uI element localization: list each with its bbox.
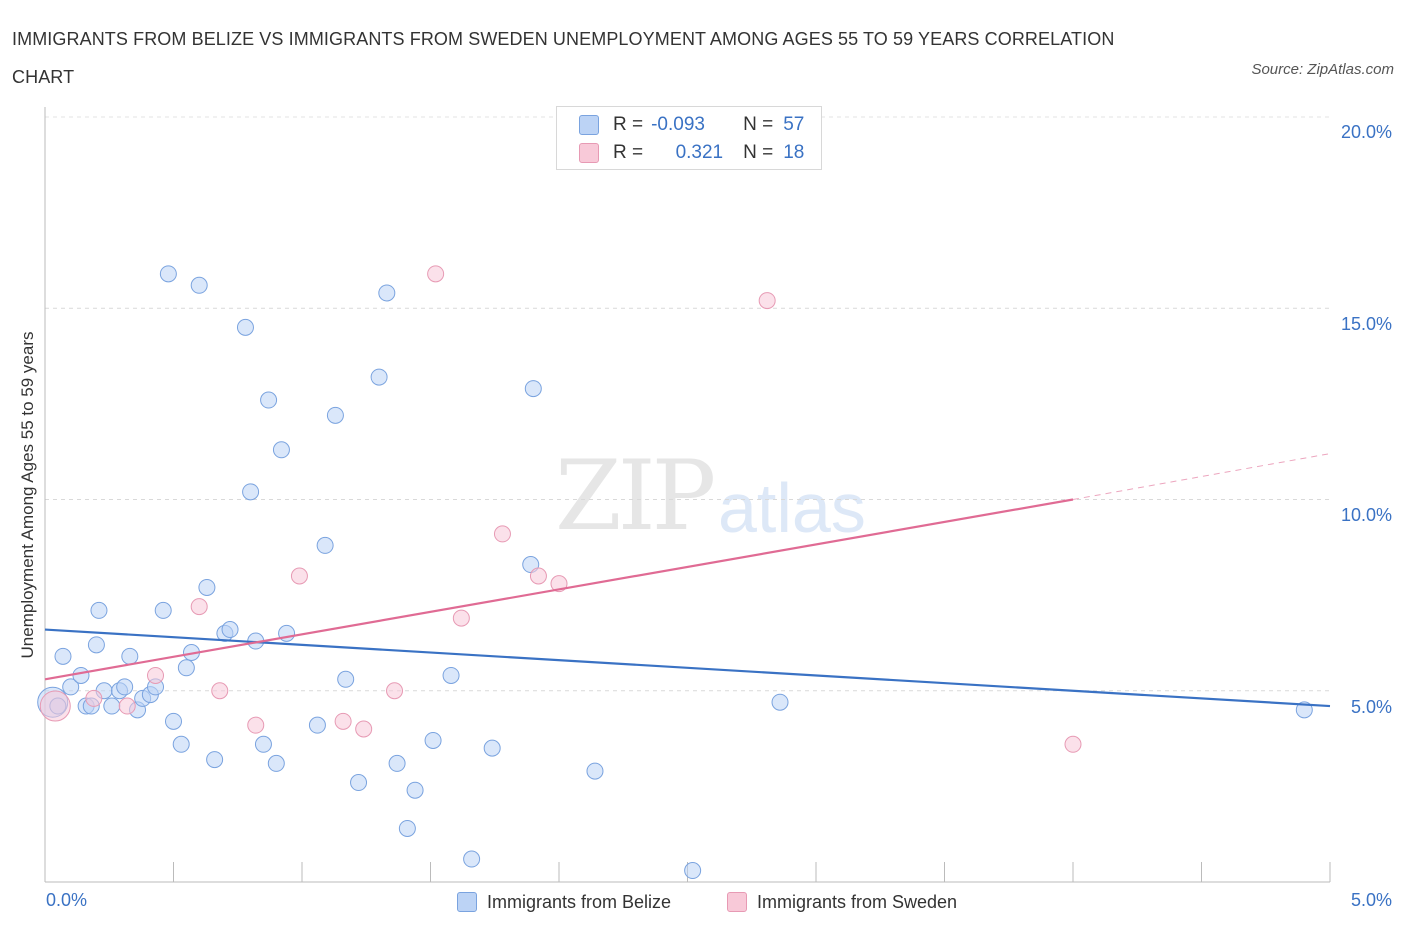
belize-point-48 xyxy=(483,739,501,757)
belize-point-39 xyxy=(350,774,368,792)
belize-point-33 xyxy=(272,441,290,459)
sweden-point-16 xyxy=(758,292,776,310)
belize-point-24 xyxy=(206,751,224,769)
belize-point-41 xyxy=(378,284,396,302)
watermark-atlas: atlas xyxy=(718,469,866,547)
belize-point-44 xyxy=(406,781,424,799)
n-value-sweden: 18 xyxy=(783,142,805,163)
sweden-point-9 xyxy=(355,720,373,738)
legend-swatch-sweden xyxy=(727,892,747,912)
belize-point-23 xyxy=(198,578,216,596)
r-label: R = xyxy=(613,114,644,135)
sweden-point-4 xyxy=(190,598,208,616)
r-value-sweden: 0.321 xyxy=(675,142,724,163)
sweden-point-12 xyxy=(452,609,470,627)
belize-point-54 xyxy=(1295,701,1313,719)
belize-point-31 xyxy=(260,391,278,409)
belize-point-42 xyxy=(388,754,406,772)
sweden-point-10 xyxy=(386,682,404,700)
r-value-belize: -0.093 xyxy=(651,114,705,135)
sweden-point-1 xyxy=(85,689,103,707)
belize-point-16 xyxy=(154,601,172,619)
n-value-belize: 57 xyxy=(783,114,805,135)
belize-trend-line xyxy=(44,628,1331,708)
sweden-trend-extension xyxy=(1072,453,1331,500)
n-label: N = xyxy=(743,142,774,163)
belize-point-47 xyxy=(463,850,481,868)
r-label: R = xyxy=(613,142,644,163)
sweden-trend-line xyxy=(44,498,1074,681)
sweden-point-11 xyxy=(427,265,445,283)
belize-point-43 xyxy=(398,819,416,837)
belize-point-18 xyxy=(165,712,182,730)
belize-point-22 xyxy=(190,276,208,294)
stats-legend-box: R = -0.093 N = 57 R = 0.321 N = 18 xyxy=(556,106,822,170)
belize-swatch xyxy=(579,115,599,135)
x-tick-label-max: 5.0% xyxy=(1350,890,1392,910)
belize-point-37 xyxy=(326,406,344,424)
y-axis-label: Unemployment Among Ages 55 to 59 years xyxy=(18,331,37,659)
belize-point-36 xyxy=(316,536,334,554)
y-tick-label-5: 5.0% xyxy=(1350,697,1392,717)
belize-point-51 xyxy=(586,762,604,780)
legend-item-sweden: Immigrants from Sweden xyxy=(727,890,957,914)
belize-point-20 xyxy=(177,659,195,677)
belize-point-8 xyxy=(103,697,121,715)
belize-point-40 xyxy=(370,368,388,386)
belize-point-3 xyxy=(72,666,90,684)
belize-point-30 xyxy=(254,735,272,753)
sweden-point-13 xyxy=(493,525,511,543)
sweden-point-3 xyxy=(147,666,165,684)
legend-label-sweden: Immigrants from Sweden xyxy=(757,891,958,912)
sweden-point-17 xyxy=(1064,735,1082,753)
belize-point-32 xyxy=(267,754,285,772)
sweden-point-7 xyxy=(290,567,308,585)
belize-point-27 xyxy=(236,318,254,336)
sweden-point-5 xyxy=(211,682,229,700)
belize-point-11 xyxy=(121,647,139,665)
y-tick-label-15: 15.0% xyxy=(1340,314,1392,334)
belize-point-26 xyxy=(221,621,239,639)
belize-point-35 xyxy=(308,716,326,734)
source-label: Source: ZipAtlas.com xyxy=(1251,61,1394,78)
belize-point-38 xyxy=(337,670,355,688)
watermark-zip: ZIP xyxy=(555,440,716,552)
sweden-point-14 xyxy=(529,567,547,585)
belize-point-17 xyxy=(159,265,177,283)
belize-point-19 xyxy=(172,735,190,753)
belize-point-2 xyxy=(62,678,80,696)
y-tick-label-10: 10.0% xyxy=(1340,505,1392,525)
belize-point-45 xyxy=(424,731,442,749)
stats-row-belize: R = -0.093 N = 57 xyxy=(579,111,804,139)
belize-point-1 xyxy=(54,647,72,665)
chart-title: IMMIGRANTS FROM BELIZE VS IMMIGRANTS FRO… xyxy=(12,29,1115,87)
legend-item-belize: Immigrants from Belize xyxy=(457,890,671,914)
belize-point-49 xyxy=(524,380,542,398)
sweden-point-6 xyxy=(247,716,265,734)
sweden-swatch xyxy=(579,143,599,163)
belize-point-52 xyxy=(684,862,702,880)
sweden-point-0 xyxy=(39,690,71,722)
legend-label-belize: Immigrants from Belize xyxy=(487,891,672,912)
x-tick-label-min: 0.0% xyxy=(46,890,88,910)
sweden-point-8 xyxy=(334,712,352,730)
n-label: N = xyxy=(743,114,774,135)
belize-point-10 xyxy=(116,678,134,696)
belize-point-6 xyxy=(90,601,108,619)
belize-point-53 xyxy=(771,693,789,711)
belize-point-46 xyxy=(442,666,460,684)
sweden-point-2 xyxy=(118,697,136,715)
belize-point-5 xyxy=(87,636,105,654)
stats-row-sweden: R = 0.321 N = 18 xyxy=(579,139,804,167)
legend-swatch-belize xyxy=(457,892,477,912)
y-tick-label-20: 20.0% xyxy=(1340,122,1392,142)
belize-point-28 xyxy=(242,483,260,501)
